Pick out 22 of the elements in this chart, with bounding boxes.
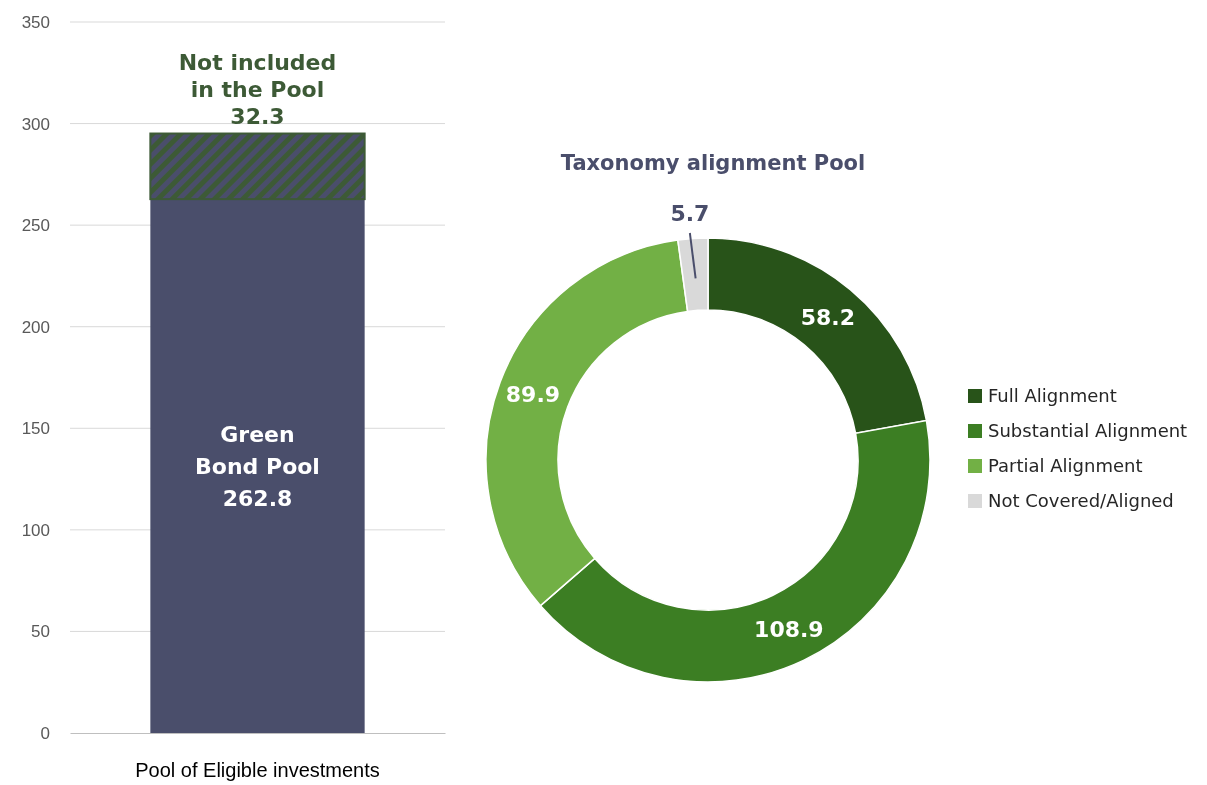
chart-title: Taxonomy alignment Pool <box>560 151 866 175</box>
data-label: 58.2 <box>800 304 856 330</box>
y-tick-label: 300 <box>21 114 50 134</box>
series-label: Green Bond Pool <box>195 422 320 480</box>
y-tick-label: 250 <box>21 216 50 236</box>
y-tick-label: 150 <box>21 419 50 439</box>
y-tick-label: 50 <box>31 622 50 642</box>
y-tick-label: 0 <box>40 723 50 743</box>
data-label: 108.9 <box>754 616 824 642</box>
series-label: Not included in the Pool <box>178 49 337 102</box>
x-tick-label: Pool of Eligible investments <box>135 759 380 782</box>
y-tick-label: 350 <box>21 12 50 32</box>
y-tick-label: 100 <box>21 520 50 540</box>
y-tick-label: 200 <box>21 317 50 337</box>
legend-label: Not Covered/Aligned <box>988 490 1174 511</box>
data-label: 32.3 <box>230 103 285 129</box>
legend-label: Partial Alignment <box>988 455 1143 476</box>
data-label: 262.8 <box>222 486 293 512</box>
legend-label: Full Alignment <box>988 385 1117 406</box>
data-label: 5.7 <box>670 201 710 226</box>
legend-label: Substantial Alignment <box>988 420 1188 441</box>
data-label: 89.9 <box>505 382 561 408</box>
